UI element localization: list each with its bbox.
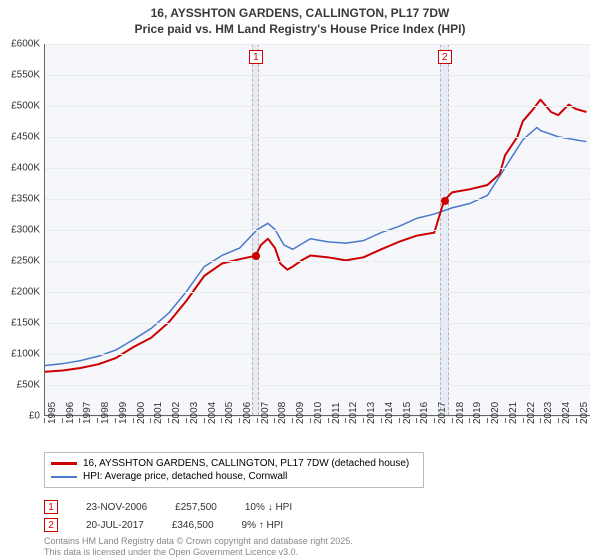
- x-tick-label: 2001: [153, 402, 164, 424]
- x-tick-label: 2025: [579, 402, 590, 424]
- sale-marker: [441, 197, 449, 205]
- x-tick-label: 1996: [65, 402, 76, 424]
- y-tick-label: £100K: [11, 349, 40, 360]
- x-tick-label: 2019: [472, 402, 483, 424]
- title-line-1: 16, AYSSHTON GARDENS, CALLINGTON, PL17 7…: [0, 6, 600, 22]
- title-line-2: Price paid vs. HM Land Registry's House …: [0, 22, 600, 38]
- x-tick-label: 2013: [366, 402, 377, 424]
- sale-price: £346,500: [172, 520, 214, 531]
- x-tick-label: 2008: [277, 402, 288, 424]
- sale-delta: 10% ↓ HPI: [245, 502, 292, 513]
- footnote: Contains HM Land Registry data © Crown c…: [44, 536, 353, 558]
- x-tick-label: 2011: [331, 402, 342, 424]
- table-row: 1 23-NOV-2006 £257,500 10% ↓ HPI: [44, 498, 292, 516]
- footnote-line: Contains HM Land Registry data © Crown c…: [44, 536, 353, 547]
- x-tick-label: 1997: [82, 402, 93, 424]
- x-tick-label: 2021: [508, 402, 519, 424]
- sale-badge-icon: 2: [438, 50, 452, 64]
- y-tick-label: £450K: [11, 132, 40, 143]
- table-row: 2 20-JUL-2017 £346,500 9% ↑ HPI: [44, 516, 292, 534]
- legend-label: HPI: Average price, detached house, Corn…: [83, 471, 287, 482]
- x-tick-label: 2023: [543, 402, 554, 424]
- x-tick-label: 2000: [136, 402, 147, 424]
- series-line-hpi: [45, 127, 586, 365]
- y-tick-label: £300K: [11, 225, 40, 236]
- x-tick-label: 2009: [295, 402, 306, 424]
- x-tick-label: 2010: [313, 402, 324, 424]
- x-tick-label: 2004: [207, 402, 218, 424]
- chart-container: 16, AYSSHTON GARDENS, CALLINGTON, PL17 7…: [0, 0, 600, 560]
- sale-price: £257,500: [175, 502, 217, 513]
- x-tick-label: 1995: [47, 402, 58, 424]
- sale-date: 23-NOV-2006: [86, 502, 147, 513]
- sale-marker: [252, 252, 260, 260]
- y-tick-label: £400K: [11, 163, 40, 174]
- legend-label: 16, AYSSHTON GARDENS, CALLINGTON, PL17 7…: [83, 458, 409, 469]
- sale-badge-icon: 2: [44, 518, 58, 532]
- x-tick-label: 1999: [118, 402, 129, 424]
- sales-table: 1 23-NOV-2006 £257,500 10% ↓ HPI 2 20-JU…: [44, 498, 292, 534]
- legend-row: HPI: Average price, detached house, Corn…: [51, 470, 417, 483]
- y-tick-label: £250K: [11, 256, 40, 267]
- x-tick-label: 2020: [490, 402, 501, 424]
- x-tick-label: 2012: [348, 402, 359, 424]
- x-tick-label: 2024: [561, 402, 572, 424]
- x-tick-label: 2005: [224, 402, 235, 424]
- x-tick-label: 2018: [455, 402, 466, 424]
- y-axis-labels: £0£50K£100K£150K£200K£250K£300K£350K£400…: [0, 44, 44, 416]
- x-tick-label: 2003: [189, 402, 200, 424]
- y-tick-label: £600K: [11, 39, 40, 50]
- y-tick-label: £0: [29, 411, 40, 422]
- x-tick-label: 2002: [171, 402, 182, 424]
- y-tick-label: £50K: [17, 380, 40, 391]
- x-tick-label: 2016: [419, 402, 430, 424]
- sale-badge-icon: 1: [249, 50, 263, 64]
- series-line-price_paid: [45, 100, 586, 372]
- legend-swatch: [51, 462, 77, 465]
- footnote-line: This data is licensed under the Open Gov…: [44, 547, 353, 558]
- x-tick-label: 2006: [242, 402, 253, 424]
- y-tick-label: £350K: [11, 194, 40, 205]
- x-tick-label: 2007: [260, 402, 271, 424]
- y-tick-label: £200K: [11, 287, 40, 298]
- x-tick-label: 2015: [402, 402, 413, 424]
- legend: 16, AYSSHTON GARDENS, CALLINGTON, PL17 7…: [44, 452, 424, 488]
- x-tick-label: 2022: [526, 402, 537, 424]
- legend-swatch: [51, 476, 77, 478]
- y-tick-label: £500K: [11, 101, 40, 112]
- y-tick-label: £150K: [11, 318, 40, 329]
- sale-date: 20-JUL-2017: [86, 520, 144, 531]
- sale-delta: 9% ↑ HPI: [242, 520, 284, 531]
- y-tick-label: £550K: [11, 70, 40, 81]
- sale-badge-icon: 1: [44, 500, 58, 514]
- x-tick-label: 1998: [100, 402, 111, 424]
- plot-area: 12: [44, 44, 590, 416]
- legend-row: 16, AYSSHTON GARDENS, CALLINGTON, PL17 7…: [51, 457, 417, 470]
- x-axis-labels: 1995199619971998199920002001200220032004…: [44, 418, 590, 446]
- x-tick-label: 2014: [384, 402, 395, 424]
- chart-title: 16, AYSSHTON GARDENS, CALLINGTON, PL17 7…: [0, 0, 600, 41]
- x-tick-label: 2017: [437, 402, 448, 424]
